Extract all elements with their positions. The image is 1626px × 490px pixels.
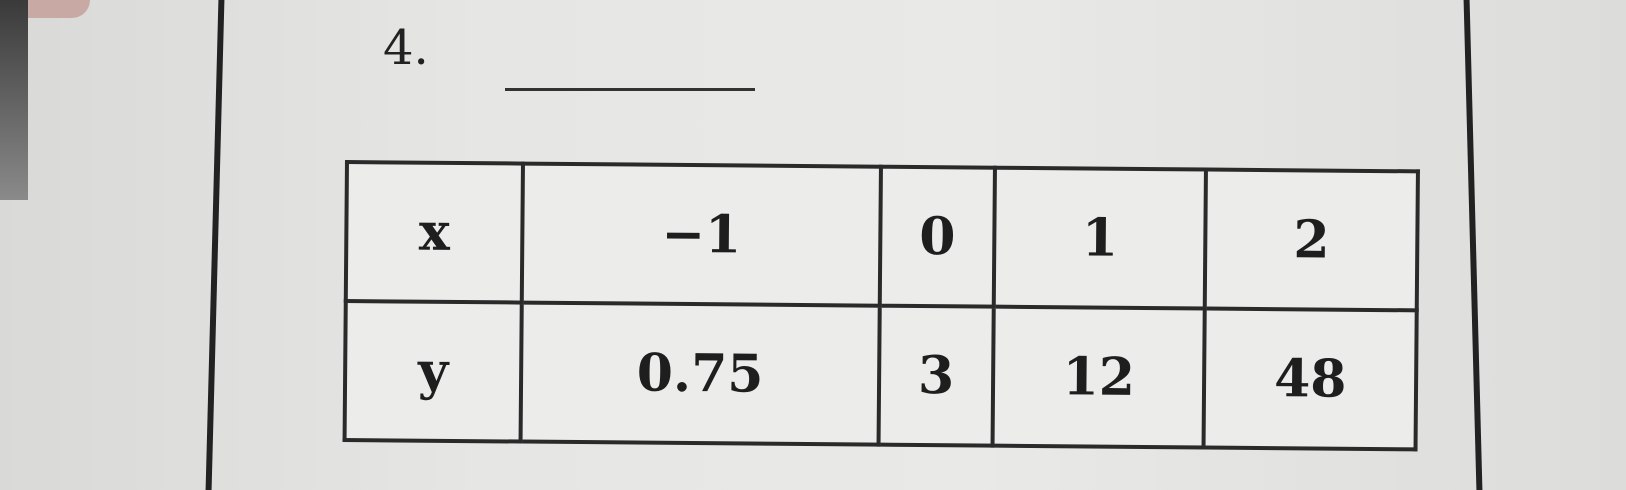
table-row: x −1 0 1 2 <box>345 162 1418 311</box>
table-cell: 3 <box>878 305 994 446</box>
row-header: x <box>345 162 523 303</box>
page-border-left <box>205 0 225 490</box>
page-border-right <box>1463 0 1483 490</box>
xy-table: x −1 0 1 2 y 0.75 3 12 48 <box>342 160 1420 452</box>
table-cell: 1 <box>993 167 1207 309</box>
table-cell: −1 <box>521 163 882 306</box>
table-cell: 48 <box>1203 308 1417 450</box>
row-header: y <box>344 301 522 442</box>
answer-blank <box>505 88 755 91</box>
background-edge <box>0 0 28 200</box>
table-cell: 0 <box>879 166 995 307</box>
problem-number: 4. <box>383 20 429 76</box>
table-row: y 0.75 3 12 48 <box>344 301 1417 450</box>
table-cell: 12 <box>992 306 1206 448</box>
table-cell: 2 <box>1205 169 1418 311</box>
table-cell: 0.75 <box>520 302 880 445</box>
